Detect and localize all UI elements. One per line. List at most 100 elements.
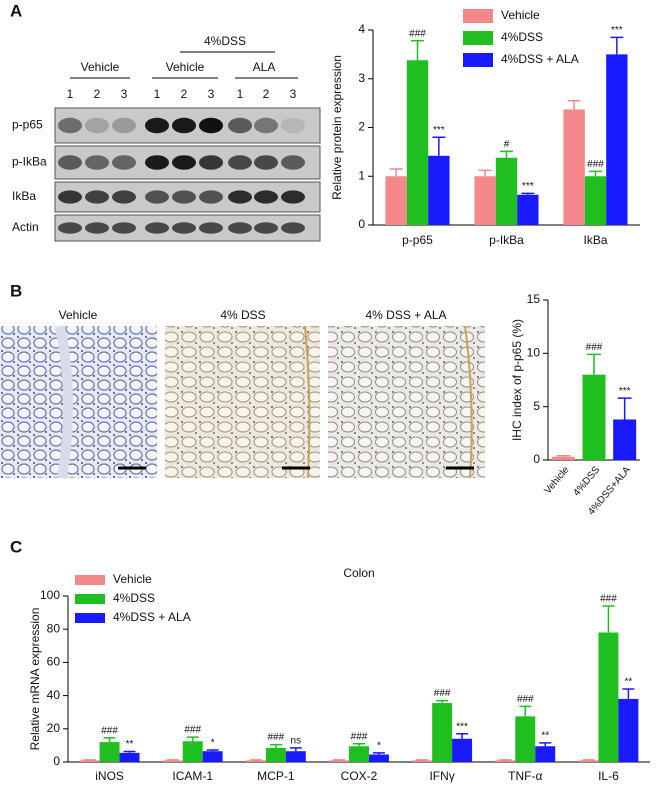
error-bar <box>539 742 552 747</box>
bar <box>563 109 585 225</box>
chart-title: Colon <box>343 566 374 580</box>
y-tick-label: 4 <box>358 22 365 36</box>
band <box>172 155 196 170</box>
row-label: p-p65 <box>12 118 43 132</box>
band <box>281 222 305 234</box>
band <box>85 117 109 134</box>
panel-label: B <box>10 281 22 300</box>
bar <box>606 54 628 225</box>
band <box>85 190 109 204</box>
error-bar <box>589 170 602 177</box>
y-axis-label: Relative protein expression <box>330 55 344 200</box>
bar <box>245 760 266 762</box>
bar <box>202 751 223 762</box>
band <box>281 117 305 134</box>
bar <box>582 374 606 460</box>
significance: ### <box>517 694 534 705</box>
band <box>112 190 136 204</box>
error-bar <box>432 136 446 156</box>
bar <box>349 746 369 762</box>
y-tick-label: 1 <box>358 168 365 182</box>
error-bar <box>556 454 571 457</box>
legend-swatch <box>463 9 493 23</box>
y-tick-label: 60 <box>47 655 61 669</box>
row-label: IkBa <box>12 189 36 203</box>
x-tick-label: IkBa <box>583 233 607 247</box>
significance: ### <box>268 732 285 743</box>
error-bar <box>353 742 365 747</box>
x-tick-label: iNOS <box>95 769 124 783</box>
lane-label: 3 <box>121 87 128 101</box>
lane-label: 1 <box>154 87 161 101</box>
panel-label: C <box>10 537 22 556</box>
x-tick-label: COX-2 <box>341 769 378 783</box>
image-label: 4% DSS <box>220 308 265 322</box>
lane-label: 3 <box>208 87 215 101</box>
significance: # <box>504 139 510 150</box>
bar <box>551 456 575 460</box>
band <box>58 117 82 134</box>
significance: ### <box>101 726 118 737</box>
error-bar <box>567 99 581 110</box>
bar <box>495 760 516 762</box>
lane-label: 2 <box>181 87 188 101</box>
error-bar <box>289 747 302 752</box>
significance: *** <box>433 125 445 136</box>
x-tick-label: IL-6 <box>598 769 619 783</box>
error-bar <box>602 605 615 633</box>
significance: * <box>377 741 381 752</box>
band <box>281 155 305 170</box>
significance: ### <box>587 159 604 170</box>
bar <box>385 176 407 225</box>
tissue-fold <box>55 325 74 479</box>
bar <box>412 760 433 762</box>
band <box>254 190 278 204</box>
band <box>145 155 169 170</box>
error-bar <box>103 737 116 743</box>
band <box>228 117 252 134</box>
x-tick-label: ICAM-1 <box>172 769 213 783</box>
bar <box>162 760 183 762</box>
legend-swatch <box>463 31 493 45</box>
bar <box>495 157 518 225</box>
significance: *** <box>456 721 468 732</box>
ihc-images: Vehicle 4% DSS 4% DSS + ALA <box>0 308 485 479</box>
blot-group: Vehicle <box>166 60 205 74</box>
bar <box>432 703 453 762</box>
band <box>228 155 252 170</box>
x-tick-label: 4%DSS <box>571 464 602 498</box>
ihc-image <box>0 326 157 478</box>
band <box>254 155 278 170</box>
y-tick-label: 2 <box>358 120 365 134</box>
y-tick-label: 0 <box>533 452 540 466</box>
band <box>199 190 223 204</box>
band <box>85 222 109 234</box>
blot-group-label: 4%DSS <box>204 34 246 48</box>
legend-swatch <box>463 53 493 67</box>
bar <box>329 760 350 762</box>
lane-label: 1 <box>67 87 74 101</box>
bar <box>182 741 203 762</box>
band <box>281 190 305 204</box>
significance: ** <box>624 677 632 688</box>
legend-swatch <box>75 613 105 623</box>
row-label: p-IkBa <box>12 155 47 169</box>
band <box>145 190 169 204</box>
bar <box>119 752 140 762</box>
y-tick-label: 80 <box>47 621 61 635</box>
ihc-image <box>328 326 485 478</box>
band <box>112 222 136 234</box>
bar <box>285 751 306 762</box>
significance: ### <box>586 342 603 353</box>
error-bar <box>478 169 492 177</box>
legend-swatch <box>75 594 105 604</box>
error-bar <box>519 705 532 717</box>
western-blot: 4%DSS Vehicle Vehicle ALA <box>70 34 298 79</box>
y-tick-label: 0 <box>358 217 365 231</box>
error-bar <box>389 168 403 177</box>
error-bar <box>587 353 601 375</box>
bar <box>406 60 429 225</box>
legend-label: 4%DSS + ALA <box>501 52 579 66</box>
significance: ### <box>184 725 201 736</box>
